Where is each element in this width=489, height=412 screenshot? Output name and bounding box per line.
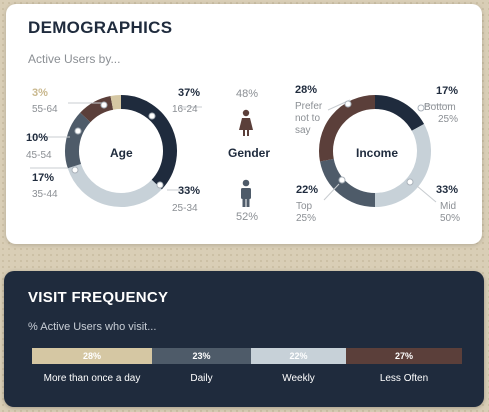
bar-weekly: 22% — [251, 348, 346, 364]
leader-markers — [71, 100, 425, 189]
bar-less-often: 27% — [346, 348, 462, 364]
age-16-24-label: 16-24 — [172, 104, 198, 115]
demographics-subtitle: Active Users by... — [28, 52, 121, 66]
income-top-sub: 25% — [296, 213, 317, 224]
age-donut-chart — [65, 95, 177, 207]
age-35-44-percent: 17% — [32, 172, 55, 184]
bar-daily: 23% — [152, 348, 251, 364]
age-slice-35-44 — [65, 112, 91, 169]
age-slice-55-64 — [110, 95, 122, 110]
male-person-icon — [241, 179, 251, 207]
visit-frequency-card: VISIT FREQUENCY % Active Users who visit… — [4, 271, 484, 407]
income-center-label: Income — [356, 146, 399, 160]
income-slice-top-25- — [319, 158, 376, 207]
income-slice-bottom-25- — [374, 95, 425, 132]
income-slice-prefer-not-to-say — [319, 95, 376, 162]
income-bottom-sub: 25% — [438, 114, 459, 125]
female-percent: 48% — [236, 88, 259, 100]
income-mid-label: Mid — [440, 201, 457, 212]
demographics-card: DEMOGRAPHICS Active Users by... — [6, 4, 482, 244]
visit-frequency-title: VISIT FREQUENCY — [28, 289, 169, 306]
demographics-title: DEMOGRAPHICS — [28, 18, 173, 37]
income-bottom-label: Bottom — [424, 102, 456, 113]
income-slice-mid-50- — [374, 124, 431, 207]
bar-label-more-than-once-a-day: More than once a day — [43, 373, 141, 384]
age-45-54-label: 45-54 — [26, 150, 52, 161]
age-slice-16-24 — [120, 95, 177, 190]
male-percent: 52% — [236, 211, 259, 223]
bar-label-weekly: Weekly — [282, 373, 315, 384]
donut-charts — [30, 95, 452, 207]
age-55-64-percent: 3% — [32, 87, 48, 99]
age-slice-45-54 — [80, 95, 114, 123]
age-25-34-label: 25-34 — [172, 203, 198, 214]
age-25-34-percent: 33% — [178, 185, 201, 197]
bar-label-daily: Daily — [190, 373, 213, 384]
income-top-percent: 22% — [296, 184, 319, 196]
age-35-44-label: 35-44 — [32, 189, 58, 200]
female-person-icon — [239, 109, 253, 136]
age-16-24-percent: 37% — [178, 87, 201, 99]
age-45-54-percent: 10% — [26, 132, 49, 144]
age-center-label: Age — [110, 146, 133, 160]
income-mid-percent: 33% — [436, 184, 459, 196]
bar-less-often-value: 27% — [394, 351, 413, 361]
bar-daily-value: 23% — [192, 351, 211, 361]
income-top-label: Top — [296, 201, 313, 212]
income-bottom-percent: 17% — [436, 85, 459, 97]
visit-frequency-subtitle: % Active Users who visit... — [28, 321, 157, 333]
age-slice-25-34 — [67, 163, 162, 207]
income-mid-sub: 50% — [440, 213, 461, 224]
bar-more-than-once-a-day: 28% — [32, 348, 152, 364]
income-prefer-label: Prefer not to say — [295, 101, 323, 136]
bar-weekly-value: 22% — [289, 351, 308, 361]
gender-center-label: Gender — [228, 146, 271, 160]
leader-lines — [30, 99, 452, 203]
income-donut-chart — [319, 95, 431, 207]
income-prefer-percent: 28% — [295, 84, 318, 96]
bar-more-than-once-a-day-value: 28% — [82, 351, 101, 361]
bar-label-less-often: Less Often — [379, 373, 429, 384]
age-55-64-label: 55-64 — [32, 104, 58, 115]
